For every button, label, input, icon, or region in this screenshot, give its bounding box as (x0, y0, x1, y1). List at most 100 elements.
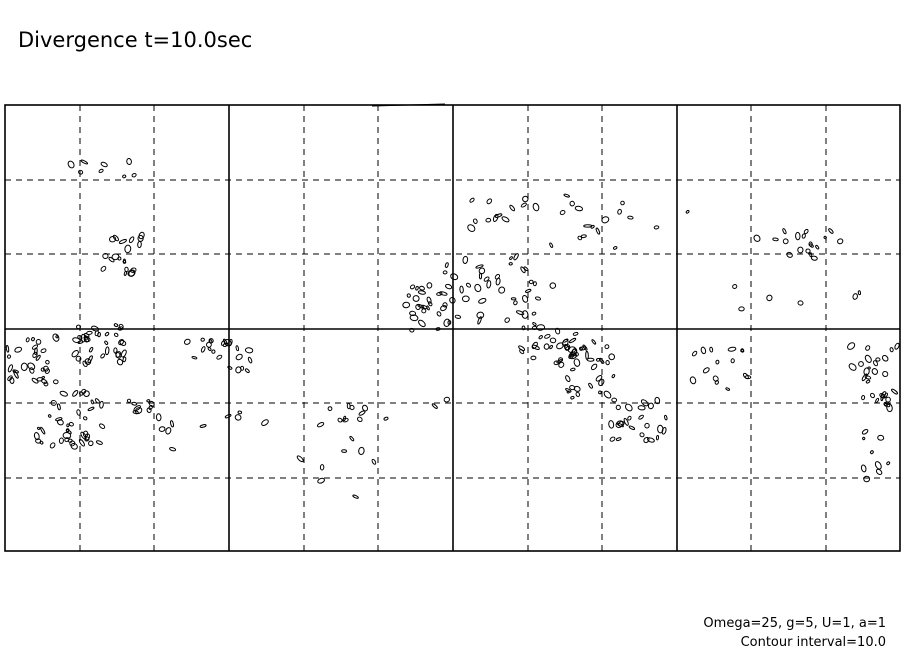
contour (577, 235, 583, 241)
contour (14, 346, 23, 353)
contour (358, 446, 365, 455)
contour (591, 339, 597, 345)
contour (421, 308, 427, 314)
contour (104, 331, 110, 337)
contour (120, 349, 127, 358)
contour (797, 246, 804, 254)
contour (7, 375, 13, 382)
contour (627, 215, 634, 220)
contour (31, 377, 39, 384)
contour (891, 388, 898, 395)
contour (138, 231, 145, 240)
contour (52, 333, 60, 342)
contour (628, 425, 636, 431)
contour (409, 310, 417, 317)
contour (12, 369, 19, 374)
contour (744, 375, 752, 380)
contour (598, 390, 602, 395)
contour (247, 356, 253, 364)
contour (509, 256, 513, 261)
contour (637, 405, 646, 411)
contour (847, 342, 856, 350)
contour (611, 374, 616, 379)
contour (199, 424, 207, 428)
contour (627, 415, 632, 421)
contour (222, 342, 229, 348)
contour (35, 438, 42, 444)
contour (443, 396, 450, 403)
contour (575, 391, 581, 397)
contour (227, 365, 233, 370)
contour (664, 414, 668, 421)
contour (522, 195, 529, 203)
contour (84, 358, 92, 365)
contour (886, 461, 891, 466)
contour (426, 282, 433, 289)
contour (126, 398, 132, 403)
contour (574, 205, 584, 212)
contour (450, 273, 459, 281)
contour (35, 339, 42, 345)
contour (137, 234, 144, 242)
contour (20, 362, 28, 371)
contour (155, 413, 162, 422)
contour (685, 209, 690, 214)
contour (595, 375, 603, 382)
contour (349, 435, 355, 442)
contour (875, 357, 881, 362)
contour (570, 367, 576, 372)
contour (439, 291, 448, 296)
contour (68, 421, 74, 427)
contour (417, 290, 426, 295)
contour (864, 375, 872, 380)
contour (513, 253, 519, 261)
contour (316, 422, 325, 428)
contour (469, 197, 475, 203)
contour (346, 403, 351, 410)
contour (59, 390, 69, 397)
contour (200, 346, 206, 353)
contour (131, 401, 138, 406)
contour (644, 422, 650, 429)
contour (654, 396, 661, 405)
contour (409, 327, 415, 333)
contour (409, 284, 416, 290)
contour (603, 390, 612, 399)
contour (536, 324, 546, 331)
contour (801, 233, 806, 239)
contour (556, 342, 564, 350)
contour (76, 409, 81, 416)
contour (568, 337, 577, 344)
contour (520, 266, 526, 274)
contour (122, 356, 127, 363)
contour (569, 200, 575, 207)
contour (865, 345, 871, 351)
contour (53, 379, 59, 385)
contour (459, 285, 464, 294)
contour (580, 346, 587, 351)
contour (128, 270, 135, 277)
contour (235, 366, 242, 374)
contour (244, 368, 250, 374)
contour (715, 359, 720, 365)
contour (319, 464, 325, 471)
contour (549, 337, 557, 344)
contour (415, 304, 421, 310)
map-grid (5, 103, 900, 551)
contour (532, 202, 540, 212)
contour (25, 337, 30, 343)
contour (624, 403, 633, 412)
contour (87, 406, 95, 412)
contour (100, 161, 108, 168)
contour (9, 377, 15, 384)
contour (435, 327, 441, 331)
contour (538, 335, 543, 340)
contour (809, 252, 813, 258)
contour (566, 390, 570, 394)
contour (873, 360, 878, 367)
contour (123, 270, 128, 276)
contour (111, 253, 120, 261)
contour (766, 294, 773, 302)
contour (875, 468, 883, 475)
contour (732, 284, 738, 289)
